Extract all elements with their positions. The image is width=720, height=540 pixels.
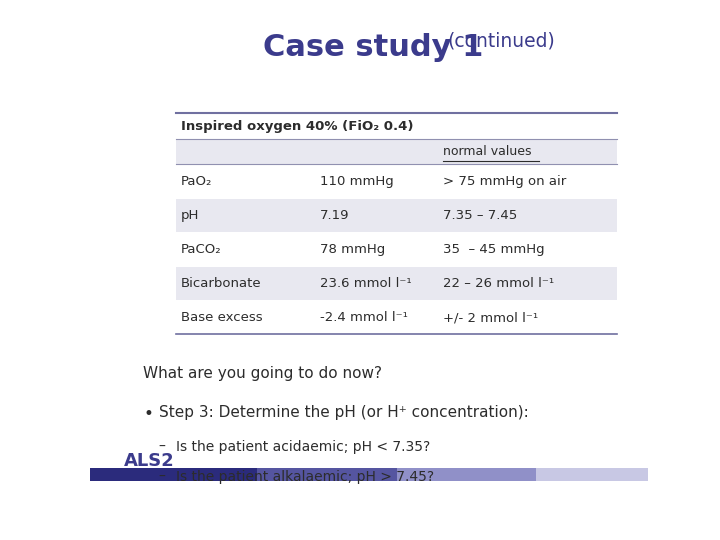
Text: 22 – 26 mmol l⁻¹: 22 – 26 mmol l⁻¹ <box>444 277 554 290</box>
Bar <box>176 267 617 300</box>
Text: 35  – 45 mmHg: 35 – 45 mmHg <box>444 243 545 256</box>
Text: 7.19: 7.19 <box>320 209 349 222</box>
Text: What are you going to do now?: What are you going to do now? <box>143 366 382 381</box>
Text: Case study 1: Case study 1 <box>263 33 483 63</box>
Text: -2.4 mmol l⁻¹: -2.4 mmol l⁻¹ <box>320 312 408 325</box>
Bar <box>397 468 536 481</box>
Text: –: – <box>158 440 166 454</box>
Text: (continued): (continued) <box>448 31 556 50</box>
Bar <box>536 468 648 481</box>
Bar <box>176 199 617 232</box>
Text: 23.6 mmol l⁻¹: 23.6 mmol l⁻¹ <box>320 277 411 290</box>
Text: –: – <box>158 470 166 484</box>
Text: Is the patient alkalaemic; pH > 7.45?: Is the patient alkalaemic; pH > 7.45? <box>176 470 435 484</box>
Text: 7.35 – 7.45: 7.35 – 7.45 <box>444 209 518 222</box>
Text: Base excess: Base excess <box>181 312 263 325</box>
Text: PaO₂: PaO₂ <box>181 175 212 188</box>
Text: ALS2: ALS2 <box>124 451 174 470</box>
Bar <box>90 468 258 481</box>
Text: Is the patient acidaemic; pH < 7.35?: Is the patient acidaemic; pH < 7.35? <box>176 440 431 454</box>
Bar <box>176 233 617 266</box>
Bar <box>176 165 617 198</box>
Text: PaCO₂: PaCO₂ <box>181 243 222 256</box>
Text: > 75 mmHg on air: > 75 mmHg on air <box>444 175 567 188</box>
Text: 110 mmHg: 110 mmHg <box>320 175 394 188</box>
Bar <box>258 468 397 481</box>
Text: pH: pH <box>181 209 199 222</box>
Text: Inspired oxygen 40% (FiO₂ 0.4): Inspired oxygen 40% (FiO₂ 0.4) <box>181 120 413 133</box>
Bar <box>176 301 617 334</box>
Text: normal values: normal values <box>444 145 532 158</box>
Text: Step 3: Determine the pH (or H⁺ concentration):: Step 3: Determine the pH (or H⁺ concentr… <box>158 404 528 420</box>
Bar <box>176 114 617 139</box>
Bar <box>176 140 617 164</box>
Text: 78 mmHg: 78 mmHg <box>320 243 385 256</box>
Text: •: • <box>143 404 153 422</box>
Text: Bicarbonate: Bicarbonate <box>181 277 261 290</box>
Text: +/- 2 mmol l⁻¹: +/- 2 mmol l⁻¹ <box>444 312 539 325</box>
